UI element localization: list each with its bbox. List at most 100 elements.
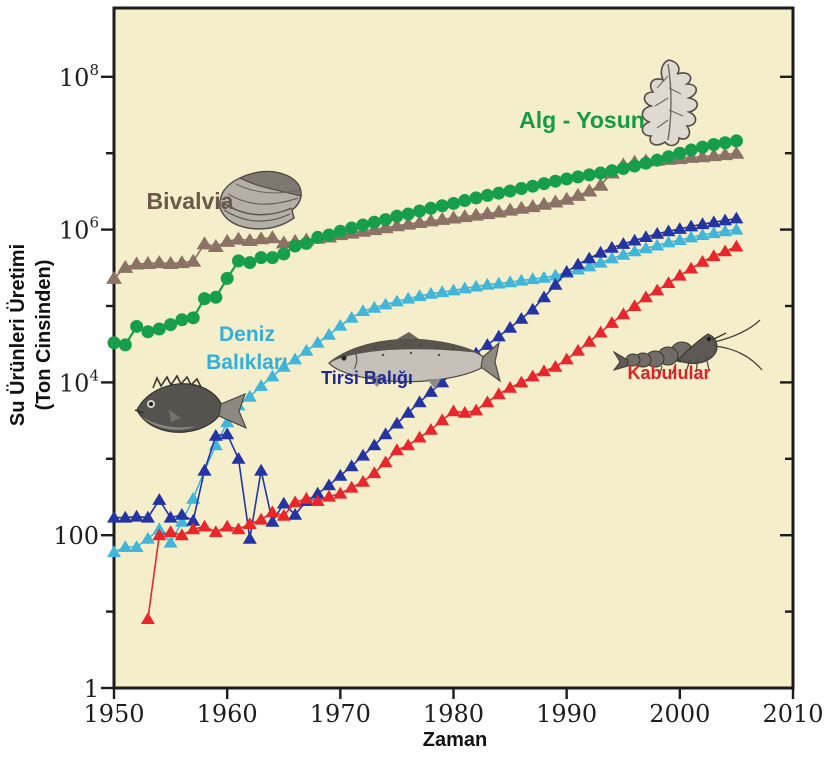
data-point — [604, 251, 619, 264]
data-point — [243, 256, 257, 270]
data-point — [344, 311, 359, 323]
data-point — [276, 496, 291, 509]
data-point — [333, 224, 347, 238]
bivalve-clam-illustration — [219, 170, 302, 230]
data-point — [480, 188, 494, 202]
tirsi-baligi-label: Tirsi Balığı — [321, 368, 413, 388]
data-point — [537, 177, 551, 191]
data-point — [457, 406, 472, 418]
deniz-baliklari-label-line1: Deniz — [219, 323, 275, 346]
data-point — [107, 336, 121, 350]
data-point — [333, 468, 348, 481]
kabulular-label: Kabulular — [627, 363, 710, 383]
data-point — [446, 404, 461, 417]
data-point — [661, 235, 676, 248]
data-point — [469, 191, 483, 205]
data-point — [706, 249, 721, 262]
data-point — [128, 256, 145, 270]
data-point — [468, 207, 485, 221]
data-point — [264, 230, 281, 244]
data-point — [288, 495, 303, 508]
data-point — [616, 237, 631, 249]
data-point — [254, 512, 269, 525]
data-point — [616, 247, 631, 260]
data-point — [480, 338, 495, 350]
data-point — [356, 475, 370, 487]
data-point — [310, 486, 325, 499]
data-point — [411, 215, 428, 228]
data-point — [582, 335, 597, 347]
data-point — [525, 369, 540, 382]
data-point — [695, 228, 710, 240]
data-point — [616, 162, 630, 176]
y-tick-label: 100 — [53, 522, 99, 550]
data-point — [662, 150, 676, 164]
data-point — [220, 519, 235, 532]
data-point — [389, 416, 404, 429]
data-point — [514, 273, 529, 286]
y-tick-label: 1 — [84, 675, 99, 703]
data-point — [684, 261, 699, 274]
data-point — [581, 183, 598, 197]
data-point — [604, 240, 619, 253]
data-point — [446, 283, 461, 296]
data-point — [345, 221, 359, 235]
data-point — [175, 313, 189, 327]
data-point — [592, 177, 609, 191]
data-point — [729, 222, 744, 235]
x-axis-title: Zaman — [423, 729, 487, 751]
x-tick-label: 1980 — [423, 700, 484, 728]
data-point — [388, 218, 405, 232]
x-tick-label: 1990 — [536, 700, 597, 728]
x-tick-label: 1950 — [83, 700, 144, 728]
data-point — [661, 276, 676, 288]
data-point — [571, 343, 585, 356]
data-point — [356, 448, 370, 461]
data-point — [548, 174, 562, 188]
data-point — [627, 233, 642, 246]
data-point — [401, 438, 416, 451]
data-point — [401, 207, 415, 221]
data-point — [638, 241, 653, 254]
data-point — [469, 403, 484, 416]
data-point — [650, 238, 665, 251]
data-point — [275, 235, 292, 249]
data-point — [718, 244, 733, 257]
data-point — [106, 270, 122, 284]
shrimp-illustration — [612, 319, 763, 375]
data-point — [186, 311, 200, 325]
data-point — [367, 438, 382, 451]
data-point — [469, 279, 484, 292]
data-point — [344, 459, 359, 472]
data-point — [638, 290, 653, 303]
data-point — [163, 510, 178, 523]
data-point — [254, 379, 269, 391]
data-point — [311, 230, 325, 244]
data-point — [717, 147, 734, 161]
data-point — [718, 136, 732, 150]
data-point — [502, 202, 519, 216]
data-point — [694, 149, 711, 163]
data-point — [616, 307, 631, 320]
data-point — [537, 364, 551, 377]
data-point — [490, 204, 507, 218]
data-point — [650, 153, 664, 167]
data-point — [207, 239, 224, 252]
data-point — [265, 514, 280, 527]
data-point — [673, 146, 687, 160]
data-point — [423, 423, 438, 435]
data-point — [672, 268, 687, 281]
data-point — [503, 320, 518, 333]
data-point — [173, 255, 190, 269]
data-point — [525, 272, 540, 285]
data-point — [299, 343, 314, 356]
data-point — [174, 528, 189, 541]
data-point — [412, 395, 427, 408]
data-point — [447, 196, 460, 210]
data-point — [163, 525, 178, 537]
data-point — [705, 148, 722, 162]
data-point — [729, 239, 744, 252]
data-point — [117, 259, 134, 273]
data-point — [424, 201, 438, 215]
data-point — [118, 540, 133, 552]
